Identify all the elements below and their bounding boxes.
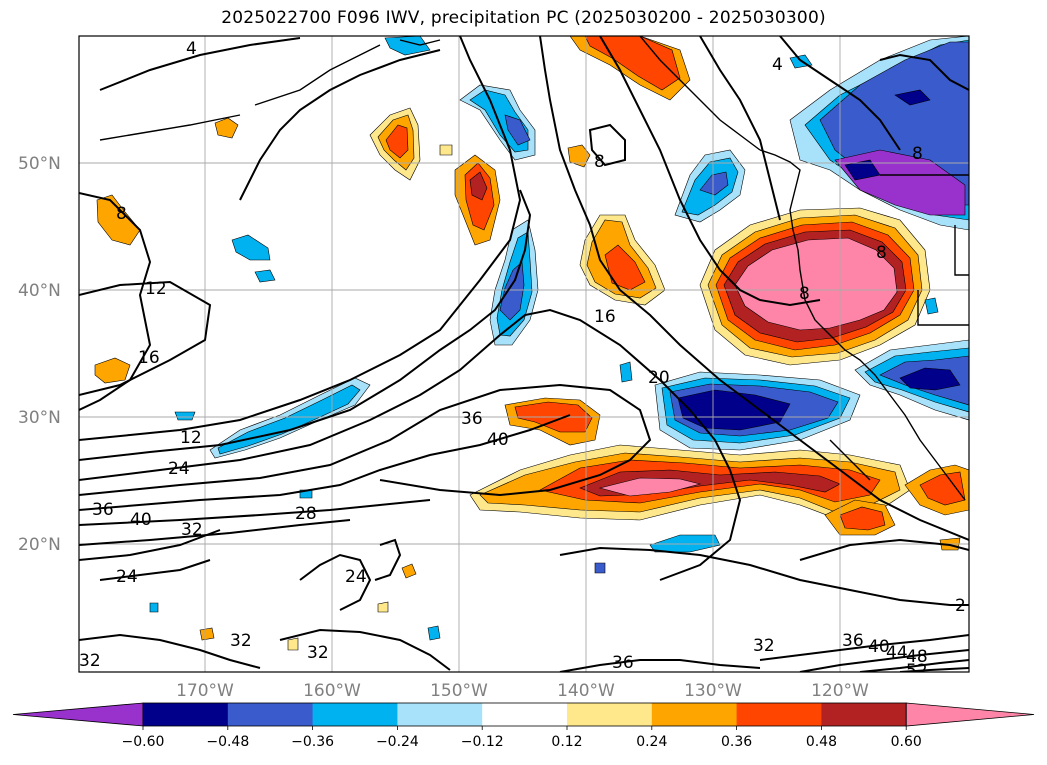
coastlines [99,36,969,501]
colorbar-segment [567,703,653,726]
contour-label: 24 [116,567,138,587]
contour-label: 4 [772,55,783,75]
contour-label: 24 [168,459,190,479]
contour-label: 36 [461,409,483,429]
chart-title: 2025022700 F096 IWV, precipitation PC (2… [221,8,826,28]
contour-label: 8 [876,243,887,263]
contour-labels: 4 8 8 8 8 8 4 12 16 16 20 36 40 12 24 36… [79,39,966,681]
lat-label-50n: 50°N [18,154,61,174]
longitude-labels: 170°W 160°W 150°W 140°W 130°W 120°W [176,681,869,701]
contour-label: 4 [186,39,197,59]
colorbar-tick-label: −0.36 [291,734,334,750]
colorbar-tick-label: 0.36 [721,734,752,750]
colorbar-tick-label: 0.60 [891,734,922,750]
contour-label: 8 [594,152,605,172]
colorbar-segment [651,703,738,726]
contour-label: 16 [594,307,616,327]
colorbar-outline [142,702,907,727]
contour-label: 8 [799,284,810,304]
contour-label: 8 [116,204,127,224]
contour-label: 40 [487,430,509,450]
map-border [78,35,970,673]
lon-label-150w: 150°W [430,681,488,701]
contour-label: 40 [868,637,890,657]
lon-label-170w: 170°W [176,681,234,701]
contour-label: 24 [345,567,367,587]
contour-label: 32 [230,631,252,651]
lat-label-20n: 20°N [18,535,61,555]
colorbar-tick-label: −0.12 [461,734,504,750]
colorbar-segment [312,703,398,726]
lat-label-30n: 30°N [18,408,61,428]
contour-label: 32 [307,643,329,663]
contour-label: 28 [295,504,317,524]
colorbar-tick-label: 0.48 [806,734,837,750]
contour-label: 12 [145,279,167,299]
lon-label-140w: 140°W [557,681,615,701]
lat-label-40n: 40°N [18,281,61,301]
contour-label: 32 [753,636,775,656]
contour-label: 32 [79,651,101,671]
contour-label: 40 [130,510,152,530]
colorbar-tick-label: −0.24 [376,734,419,750]
precip-shading [94,36,969,651]
colorbar-segment [482,703,568,726]
contour-label: 16 [138,348,160,368]
colorbar-segment [143,703,229,726]
contour-label: 20 [648,368,670,388]
colorbar-tick-label: 0.24 [636,734,667,750]
contour-label: 32 [181,520,203,540]
contour-label: 36 [612,653,634,673]
contour-label: 48 [906,647,928,667]
colorbar-extend-min [12,702,144,727]
contour-label: 2 [955,596,966,616]
colorbar-segment [227,703,314,726]
latitude-labels: 50°N 40°N 30°N 20°N [18,154,61,555]
contour-label: 52 [906,661,928,681]
colorbar-tick-label: −0.48 [206,734,249,750]
colorbar-segment [821,703,907,726]
contour-label: 36 [842,631,864,651]
contour-label: 44 [886,643,908,663]
contour-label: 8 [912,144,923,164]
contour-label: 36 [92,500,114,520]
colorbar-tick-label: −0.60 [122,734,165,750]
gridlines [79,36,969,672]
lon-label-130w: 130°W [684,681,742,701]
contour-label: 12 [180,428,202,448]
colorbar-extend-max [905,702,1035,727]
colorbar-segment [736,703,822,726]
lon-label-160w: 160°W [303,681,361,701]
colorbar-segment [397,703,483,726]
colorbar: −0.60 −0.48 −0.36 −0.24 −0.12 0.12 0.24 0.36 0.4… [12,702,1035,750]
lon-label-120w: 120°W [811,681,869,701]
iwv-contours [79,36,969,672]
colorbar-tick-label: 0.12 [551,734,582,750]
